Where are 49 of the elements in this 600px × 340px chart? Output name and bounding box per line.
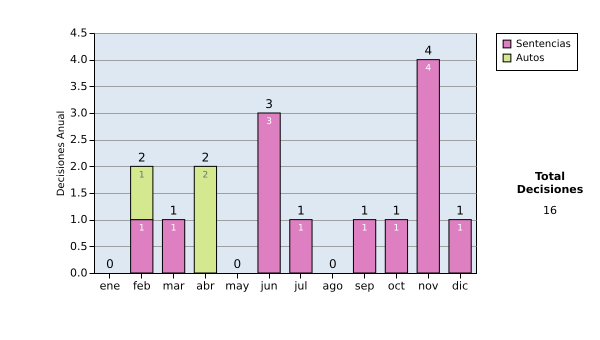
x-tick-label: feb (132, 280, 151, 292)
y-tick-label: 2.5 (70, 133, 88, 146)
total-label: 0 (233, 257, 242, 271)
total-label: 1 (392, 204, 400, 218)
legend-label: Sentencias (516, 39, 571, 50)
total-label: 1 (170, 204, 178, 218)
data-label: 1 (138, 224, 145, 234)
y-tick-label: 2.0 (70, 160, 88, 173)
x-tick-label: jun (260, 280, 278, 292)
x-tick-label: may (225, 280, 250, 292)
data-label: 1 (298, 224, 304, 234)
y-tick-label: 0.0 (70, 266, 88, 280)
data-label: 1 (394, 224, 400, 234)
y-tick-label: 0.5 (70, 240, 88, 253)
total-label: 3 (265, 97, 273, 111)
y-axis-title: Decisiones Anual (56, 110, 68, 196)
data-label: 1 (138, 170, 145, 180)
x-tick-label: ene (100, 280, 120, 292)
data-label: 4 (425, 64, 432, 74)
total-label: 0 (106, 257, 114, 271)
x-tick-label: sep (354, 280, 374, 292)
y-tick-label: 1.5 (70, 186, 88, 200)
total-label: 2 (138, 150, 146, 164)
total-label: 2 (202, 150, 210, 164)
data-label: 1 (362, 224, 368, 234)
text: Total Decisiones (516, 170, 584, 196)
total-label: 1 (456, 204, 464, 218)
y-tick-label: 4.5 (70, 26, 88, 40)
total-label: 4 (424, 44, 432, 58)
total-label: 0 (328, 257, 337, 271)
x-tick-label: ago (322, 280, 344, 292)
x-tick-label: abr (196, 280, 216, 292)
data-label: 1 (170, 224, 176, 234)
legend-label: Autos (516, 53, 544, 64)
x-tick-label: jul (293, 280, 308, 292)
x-tick-label: dic (452, 280, 468, 292)
x-tick-label: oct (388, 280, 406, 292)
data-label: 3 (266, 117, 272, 127)
y-tick-label: 3.5 (70, 80, 88, 93)
x-tick-label: nov (418, 280, 439, 292)
data-label: 2 (202, 170, 208, 180)
y-tick-label: 1.0 (70, 213, 88, 226)
y-tick-label: 3.0 (70, 106, 88, 120)
x-tick-label: mar (162, 280, 186, 292)
text: 16 (542, 204, 558, 217)
y-tick-label: 4.0 (70, 53, 88, 66)
data-label: 1 (457, 224, 463, 234)
total-label: 1 (297, 204, 305, 218)
total-label: 1 (360, 204, 368, 218)
